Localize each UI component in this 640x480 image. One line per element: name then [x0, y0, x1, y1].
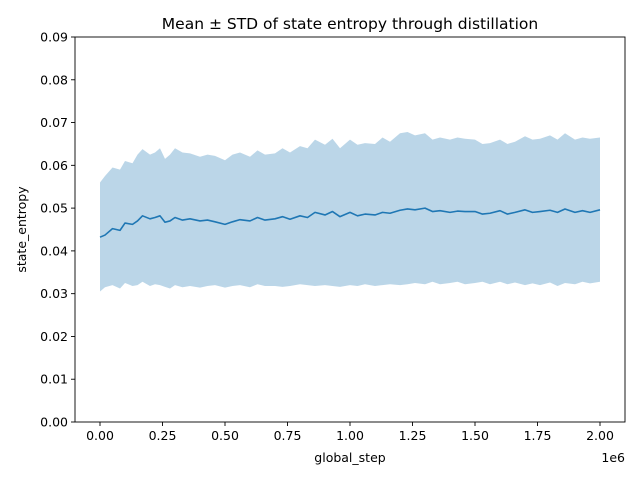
y-tick-label: 0.04: [40, 243, 68, 258]
x-tick-label: 1.25: [399, 428, 427, 443]
y-tick-label: 0.05: [40, 201, 68, 216]
y-tick-label: 0.03: [40, 286, 68, 301]
y-tick-label: 0.09: [40, 30, 68, 45]
y-tick-label: 0.06: [40, 158, 68, 173]
y-tick-label: 0.01: [40, 372, 68, 387]
mean-line: [99, 207, 601, 238]
x-tick-label: 0.75: [274, 428, 302, 443]
x-tick-label: 1.50: [461, 428, 489, 443]
x-tick-label: 1.00: [336, 428, 364, 443]
x-axis: 0.00 0.25 0.50 0.75 1.00 1.25 1.50 1.75 2.00: [86, 422, 614, 443]
y-tick-label: 0.02: [40, 329, 68, 344]
x-tick-label: 2.00: [586, 428, 614, 443]
x-axis-offset-label: 1e6: [601, 450, 625, 465]
y-tick-label: 0.00: [40, 415, 68, 430]
y-axis: 0.00 0.01 0.02 0.03 0.04 0.05 0.06 0.07 0.08 0.09: [40, 30, 75, 430]
chart-title: Mean ± STD of state entropy through dist…: [162, 15, 538, 33]
x-tick-label: 1.75: [524, 428, 552, 443]
x-tick-label: 0.00: [86, 428, 114, 443]
x-axis-label: global_step: [314, 450, 385, 465]
plot-area: [99, 131, 601, 292]
y-tick-label: 0.08: [40, 72, 68, 87]
x-tick-label: 0.50: [211, 428, 239, 443]
x-tick-label: 0.25: [149, 428, 177, 443]
y-axis-label: state_entropy: [14, 186, 29, 273]
y-tick-label: 0.07: [40, 115, 68, 130]
